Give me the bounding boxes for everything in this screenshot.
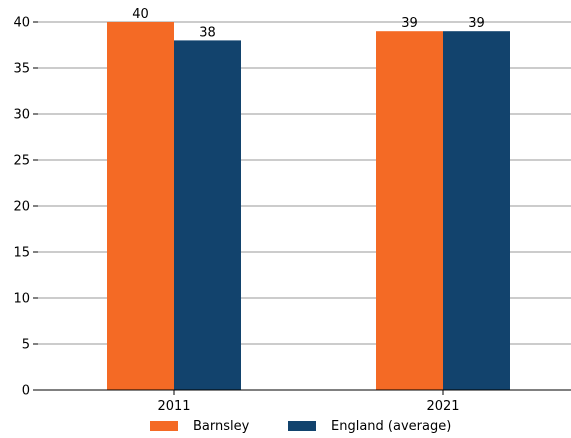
y-tick-label: 40 <box>13 16 30 31</box>
legend-swatch <box>150 421 178 431</box>
legend-swatch <box>288 421 316 431</box>
bar-england-average-2011 <box>174 40 241 391</box>
data-label: 38 <box>199 25 216 40</box>
data-label: 39 <box>401 16 418 31</box>
y-tick-label: 30 <box>13 108 30 123</box>
data-label: 39 <box>468 16 485 31</box>
y-tick-label: 25 <box>13 154 30 169</box>
y-tick-label: 15 <box>13 246 30 261</box>
y-tick-label: 35 <box>13 62 30 77</box>
x-tick-label: 2021 <box>426 399 459 414</box>
data-label: 40 <box>132 7 149 22</box>
bar-barnsley-2021 <box>376 31 443 390</box>
y-tick-label: 20 <box>13 200 30 215</box>
x-axis: 2011 2021 <box>38 389 571 414</box>
y-axis: 0 5 10 15 20 25 30 35 40 <box>13 16 38 399</box>
bar-england-average-2021 <box>443 31 510 390</box>
y-tick-label: 5 <box>22 338 30 353</box>
x-tick-label: 2011 <box>157 399 190 414</box>
bars: 40 38 39 39 <box>107 7 510 391</box>
y-tick-label: 0 <box>22 384 30 399</box>
bar-barnsley-2011 <box>107 22 174 390</box>
legend-label: England (average) <box>331 419 451 434</box>
legend: Barnsley England (average) <box>150 419 451 434</box>
y-tick-label: 10 <box>13 292 30 307</box>
legend-label: Barnsley <box>193 419 250 434</box>
